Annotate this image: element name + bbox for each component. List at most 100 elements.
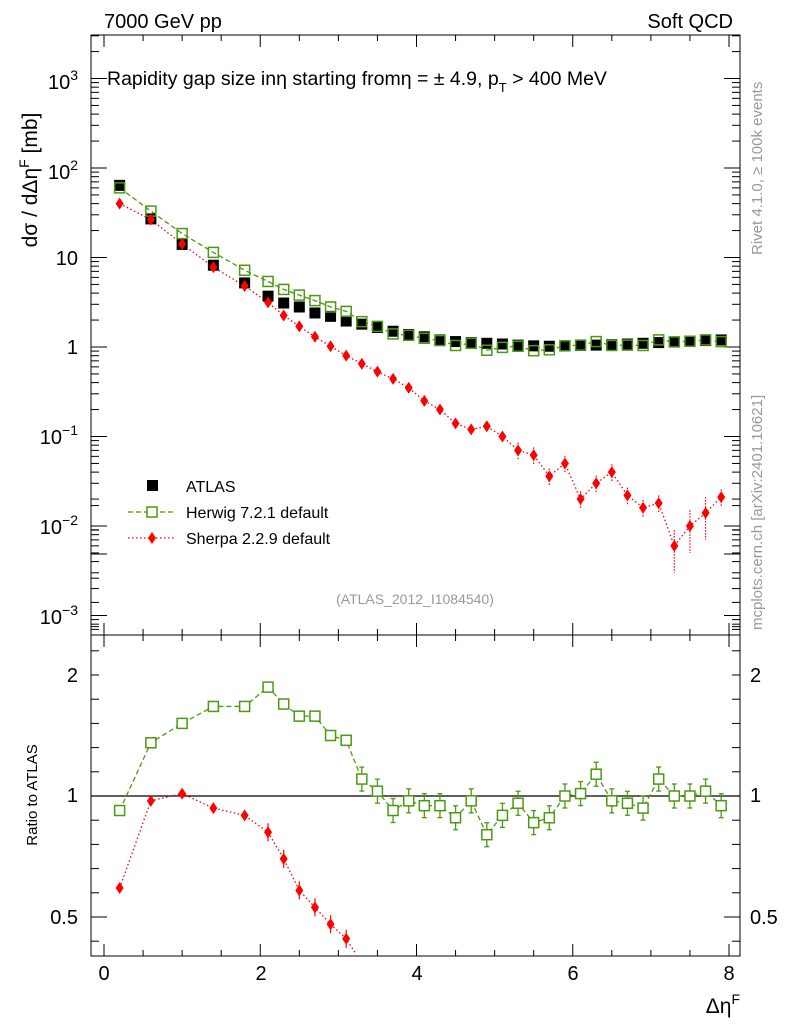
atlas-point bbox=[418, 331, 430, 343]
sherpa-point bbox=[115, 197, 124, 210]
sherpa-point bbox=[326, 340, 335, 353]
atlas-point bbox=[465, 337, 477, 349]
sherpa-point bbox=[373, 365, 382, 378]
sherpa-ratio-point bbox=[342, 932, 351, 945]
atlas-point bbox=[684, 335, 696, 347]
herwig-ratio-point bbox=[481, 828, 493, 841]
herwig-point bbox=[496, 341, 509, 354]
herwig-point bbox=[309, 294, 321, 307]
sherpa-point bbox=[420, 394, 429, 407]
herwig-ratio-point bbox=[465, 795, 477, 807]
herwig-point bbox=[543, 344, 556, 356]
herwig-ratio-point bbox=[559, 790, 571, 802]
herwig-point bbox=[684, 335, 696, 347]
sherpa-point bbox=[529, 449, 538, 462]
sherpa-point bbox=[623, 489, 632, 502]
herwig-ratio-point bbox=[238, 700, 251, 713]
sherpa-point bbox=[178, 237, 187, 250]
herwig-ratio-point bbox=[207, 700, 220, 713]
sherpa-ratio-point bbox=[310, 901, 319, 914]
herwig-point bbox=[387, 328, 399, 340]
legend-sherpa-label: Sherpa 2.2.9 default bbox=[186, 531, 331, 548]
y-tick-label-1e-3: 10−3 bbox=[40, 602, 78, 629]
sherpa-point bbox=[498, 430, 507, 443]
sherpa-point bbox=[607, 466, 616, 479]
herwig-ratio-point bbox=[621, 797, 634, 810]
atlas-point bbox=[278, 297, 290, 309]
herwig-point bbox=[606, 339, 618, 352]
herwig-point bbox=[590, 335, 602, 348]
sherpa-point bbox=[701, 506, 710, 519]
sherpa-point bbox=[717, 491, 726, 504]
herwig-point bbox=[621, 339, 634, 351]
herwig-ratio-point bbox=[324, 729, 337, 742]
legend-atlas-label: ATLAS bbox=[186, 479, 236, 496]
atlas-point bbox=[543, 340, 555, 352]
herwig-ratio-point bbox=[496, 809, 509, 822]
sherpa-point bbox=[654, 497, 663, 510]
herwig-ratio-point bbox=[371, 785, 384, 797]
y-tick-label-1e-1: 10−1 bbox=[40, 422, 78, 449]
legend-herwig-marker bbox=[146, 506, 158, 518]
herwig-ratio-point bbox=[590, 768, 602, 780]
herwig-point bbox=[324, 301, 337, 313]
legend: ATLAS Herwig 7.2.1 default Sherpa 2.2.9 … bbox=[128, 479, 331, 548]
y-tick-label-1e2: 102 bbox=[48, 157, 78, 184]
ratio-tick-labels: 2 1 0.5 2 1 0.5 bbox=[50, 665, 778, 929]
herwig-point bbox=[574, 339, 587, 351]
herwig-point bbox=[637, 339, 649, 352]
atlas-point bbox=[559, 340, 571, 352]
herwig-point bbox=[481, 344, 493, 356]
sherpa-point bbox=[639, 501, 648, 514]
y-tick-label-1e-2: 10−2 bbox=[40, 512, 78, 539]
sherpa-ratio-point bbox=[240, 809, 249, 822]
herwig-point bbox=[527, 344, 540, 357]
herwig-point bbox=[371, 320, 384, 333]
atlas-point bbox=[293, 301, 305, 313]
main-panel-marks bbox=[113, 179, 727, 573]
herwig-point bbox=[715, 335, 727, 348]
legend-sherpa-marker bbox=[148, 532, 156, 544]
y-axis-label: dσ / dΔηF [mb] bbox=[16, 113, 42, 248]
herwig-ratio-point bbox=[176, 717, 188, 730]
atlas-point bbox=[668, 336, 680, 348]
atlas-point bbox=[325, 310, 337, 322]
atlas-point bbox=[606, 339, 618, 351]
sherpa-ratio-point bbox=[279, 852, 288, 865]
ratio-tick-2-right: 2 bbox=[750, 665, 761, 687]
ratio-panel-marks bbox=[91, 681, 740, 954]
herwig-point bbox=[356, 315, 368, 328]
herwig-ratio-point bbox=[262, 681, 274, 693]
sherpa-point bbox=[576, 493, 585, 506]
sherpa-point bbox=[240, 280, 249, 293]
sherpa-point bbox=[146, 213, 155, 226]
herwig-ratio-point bbox=[699, 785, 712, 797]
ratio-tick-2-left: 2 bbox=[67, 665, 78, 687]
sherpa-point bbox=[357, 357, 366, 370]
atlas-point bbox=[434, 334, 446, 346]
atlas-point bbox=[715, 334, 727, 346]
herwig-ratio-point bbox=[293, 710, 306, 722]
atlas-point bbox=[496, 338, 508, 350]
herwig-point bbox=[465, 337, 477, 350]
analysis-tag: (ATLAS_2012_I1084540) bbox=[336, 591, 494, 607]
sherpa-point bbox=[482, 420, 491, 433]
atlas-point bbox=[637, 337, 649, 349]
herwig-point bbox=[262, 275, 274, 288]
herwig-point bbox=[277, 283, 290, 296]
sherpa-ratio-point bbox=[178, 787, 187, 800]
herwig-ratio-point bbox=[418, 799, 431, 812]
herwig-point bbox=[434, 334, 446, 347]
y-tick-label-1: 1 bbox=[67, 337, 78, 359]
sherpa-ratio-point bbox=[326, 918, 335, 931]
y-tick-label-1e3: 103 bbox=[48, 67, 78, 94]
sherpa-point bbox=[560, 457, 569, 470]
axis-ticks bbox=[91, 35, 740, 956]
herwig-point bbox=[418, 332, 431, 345]
sherpa-point bbox=[592, 477, 601, 490]
herwig-point bbox=[340, 305, 352, 318]
herwig-ratio-point bbox=[309, 710, 321, 722]
x-axis-label: ΔηF bbox=[706, 991, 740, 1018]
x-tick-label-8: 8 bbox=[723, 963, 734, 985]
